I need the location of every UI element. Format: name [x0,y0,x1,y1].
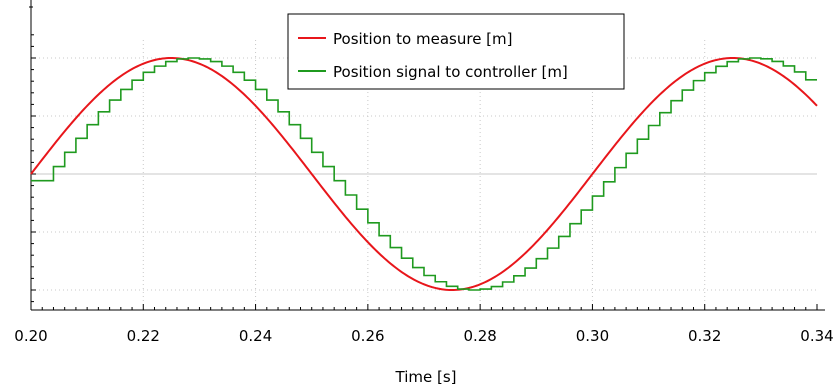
x-tick-label: 0.24 [239,327,272,345]
tick-labels: 0.20 0.22 0.24 0.26 0.28 0.30 0.32 0.34 [14,327,833,345]
legend-label-position-to-measure: Position to measure [m] [333,30,513,48]
data-series [30,56,818,292]
series-line-position-to-measure [30,56,818,292]
x-tick-label: 0.34 [800,327,833,345]
series-line-position-signal [31,57,817,291]
x-axis-label: Time [s] [395,368,457,386]
x-tick-label: 0.28 [463,327,496,345]
axes [29,0,825,311]
x-tick-label: 0.20 [14,327,47,345]
legend-box [287,13,625,90]
x-tick-label: 0.32 [688,327,721,345]
legend: Position to measure [m] Position signal … [287,13,625,90]
x-tick-label: 0.22 [127,327,160,345]
x-tick-label: 0.26 [351,327,384,345]
legend-label-position-signal: Position signal to controller [m] [333,63,568,81]
x-tick-label: 0.30 [576,327,609,345]
